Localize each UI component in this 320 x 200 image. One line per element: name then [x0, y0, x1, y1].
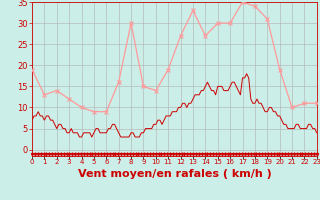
X-axis label: Vent moyen/en rafales ( km/h ): Vent moyen/en rafales ( km/h ) — [77, 169, 271, 179]
